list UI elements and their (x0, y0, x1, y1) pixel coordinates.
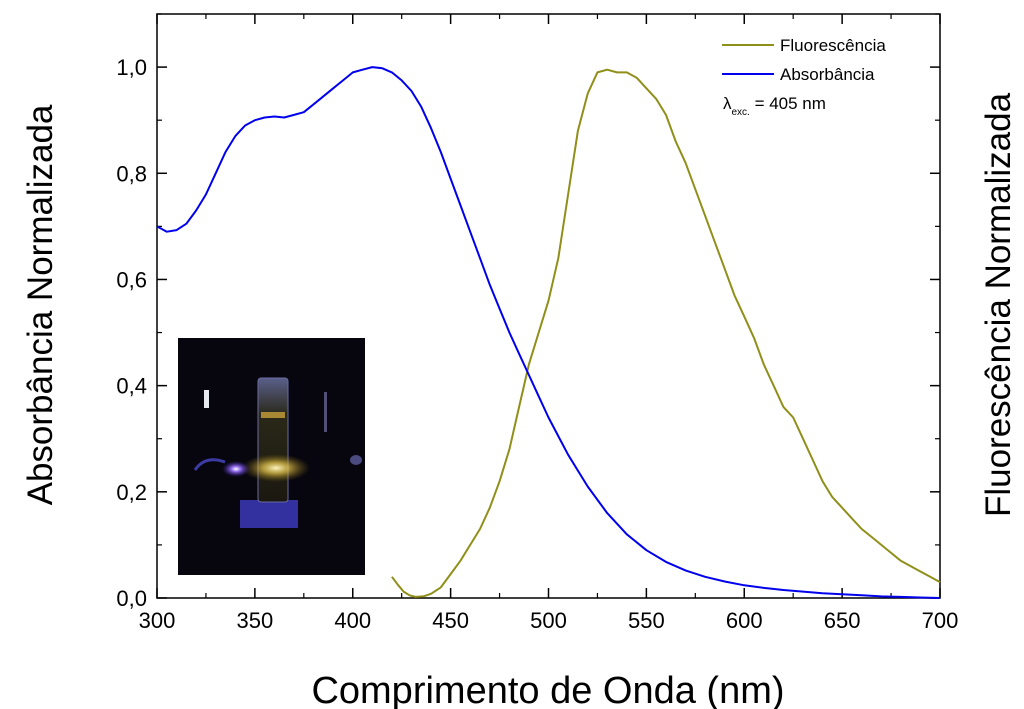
inset-fluorescence-glow (242, 454, 310, 482)
x-tick-label: 300 (139, 608, 176, 633)
inset-highlight (204, 390, 209, 408)
inset-photo (178, 338, 365, 575)
inset-cuvette (257, 377, 289, 503)
series-line-absorbancia (156, 66, 941, 599)
y-tick-label: 0,8 (116, 161, 147, 186)
x-axis-title: Comprimento de Onda (nm) (311, 670, 784, 709)
excitation-annotation: λexc. = 405 nm (723, 94, 826, 118)
inset-blob (350, 455, 362, 465)
x-tick-label: 700 (922, 608, 959, 633)
y-tick-label: 0,6 (116, 267, 147, 292)
y-tick-label: 0,2 (116, 480, 147, 505)
x-tick-label: 450 (432, 608, 469, 633)
legend-label-absorbancia: Absorbância (780, 65, 875, 84)
axis-tick-labels: 300 350 400 450 500 550 600 650 700 0,0 0,2 0,4 0,6 0… (116, 55, 958, 633)
inset-meniscus (261, 412, 285, 418)
inset-side-glint (324, 392, 327, 432)
legend: Fluorescência Absorbância (722, 36, 886, 84)
y-axis-right-title: Fluorescência Normalizada (979, 92, 1018, 517)
lambda-symbol: λ (723, 94, 732, 113)
legend-label-fluorescencia: Fluorescência (780, 36, 886, 55)
inset-laser-spot (222, 461, 250, 477)
series-line-fluorescencia (391, 68, 941, 598)
y-axis-left-title: Absorbância Normalizada (21, 104, 60, 505)
x-tick-label: 550 (628, 608, 665, 633)
y-tick-label: 0,0 (116, 586, 147, 611)
x-tick-label: 500 (530, 608, 567, 633)
x-tick-label: 650 (824, 608, 861, 633)
x-tick-label: 350 (237, 608, 274, 633)
inset-laser-reflection (193, 458, 226, 471)
x-tick-label: 400 (334, 608, 371, 633)
y-tick-label: 0,4 (116, 374, 147, 399)
lambda-subscript: exc. (732, 107, 750, 118)
axis-ticks (156, 13, 941, 599)
y-tick-label: 1,0 (116, 55, 147, 80)
series-group (156, 66, 941, 599)
inset-cuvette-holder (240, 500, 298, 528)
annotation-value: = 405 nm (750, 94, 826, 113)
x-tick-label: 600 (726, 608, 763, 633)
